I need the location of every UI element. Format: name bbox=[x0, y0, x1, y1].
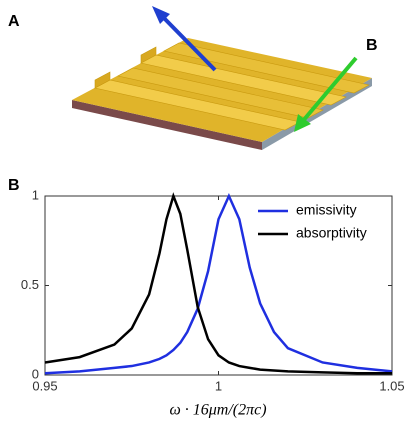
x-axis-label: ω · 16μm/(2πc) bbox=[169, 402, 266, 419]
y-tick-label: 1 bbox=[32, 187, 39, 202]
legend-label: emissivity bbox=[296, 202, 357, 218]
x-tick-label: 1.05 bbox=[379, 378, 404, 393]
panel-a-illustration bbox=[72, 6, 372, 150]
arrow-emitted bbox=[158, 12, 217, 72]
y-tick-label: 0.5 bbox=[21, 277, 39, 292]
slab-front bbox=[72, 100, 262, 150]
series-line bbox=[44, 192, 393, 375]
x-tick-label: 1 bbox=[215, 378, 222, 393]
series-line bbox=[44, 192, 392, 375]
slab-side bbox=[262, 78, 372, 150]
arrow-incident bbox=[300, 56, 358, 124]
x-tick-label: 0.95 bbox=[32, 378, 57, 393]
arrow-head bbox=[294, 114, 311, 132]
panel-label: B bbox=[8, 177, 20, 194]
arrow-head bbox=[152, 6, 170, 24]
arrow-label: B bbox=[366, 37, 378, 54]
y-tick-label: 0 bbox=[32, 366, 39, 381]
legend-label: absorptivity bbox=[296, 225, 367, 241]
panel-label: A bbox=[8, 13, 20, 30]
